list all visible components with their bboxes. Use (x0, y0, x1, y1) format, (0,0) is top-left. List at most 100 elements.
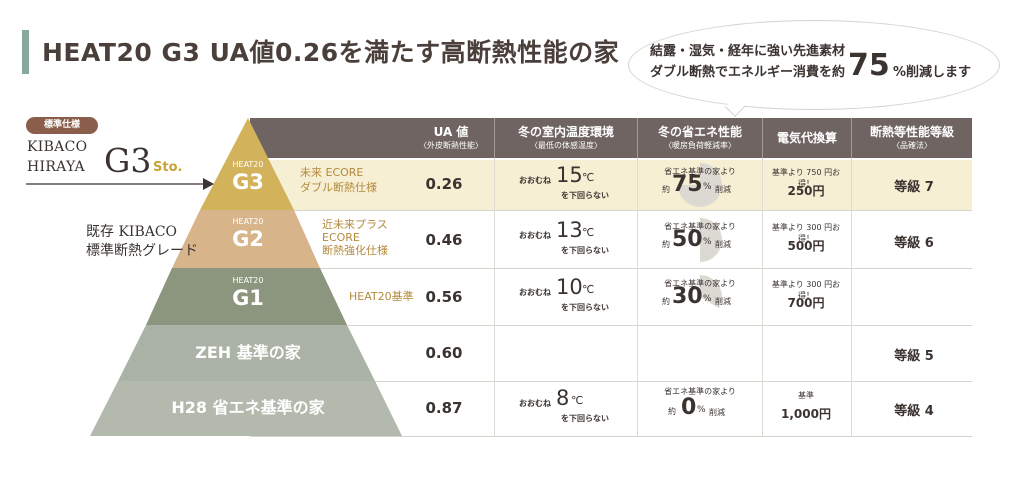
g3-product-line1: 未来 ECORE (300, 166, 364, 179)
header-ua-sub: 〈外皮断熱性能〉 (419, 141, 483, 150)
temp-prefix-g1: おおむね (519, 288, 551, 297)
header-temp-sub: 〈最低の体感温度〉 (530, 141, 602, 150)
grade-g3: 等級 7 (894, 180, 934, 195)
saving-pct-g3: % (703, 182, 712, 192)
header-temp-title: 冬の室内温度環境 (517, 125, 614, 139)
tier-zeh-grade: ZEH 基準の家 (195, 343, 301, 362)
saving-caption-g3: 省エネ基準の家より (664, 167, 736, 176)
temp-unit-g2: ℃ (582, 226, 595, 239)
existing-kibaco-line2: 標準断熱グレード (86, 243, 198, 259)
page-title: HEAT20 G3 UA値0.26を満たす高断熱性能の家 (42, 38, 620, 67)
temp-prefix-g3: おおむね (519, 176, 551, 185)
tier-g3-label: HEAT20 G3 (221, 160, 275, 194)
electric-value-g1: 700円 (787, 296, 825, 310)
pyramid-tier-h28 (90, 381, 402, 436)
saving-value-g1: 30 (672, 284, 703, 309)
tier-g3-grade: G3 (232, 170, 264, 194)
g2-product-line3: 断熱強化仕様 (322, 244, 388, 257)
saving-cut-h28: 削減 (709, 408, 725, 417)
saving-value-g3: 75 (672, 172, 703, 197)
title-accent-bar (22, 30, 29, 74)
temp-prefix-g2: おおむね (519, 231, 551, 240)
row-separator (250, 268, 972, 269)
saving-pie-g2 (700, 218, 722, 262)
saving-pct-g2: % (703, 237, 712, 247)
saving-approx-g2: 約 (662, 240, 670, 249)
kibaco-g3-mark: G3 (104, 141, 152, 180)
saving-approx-h28: 約 (668, 407, 676, 416)
ua-value-h28: 0.87 (425, 399, 463, 417)
saving-caption-h28: 省エネ基準の家より (664, 387, 736, 396)
saving-pie-g3 (678, 163, 722, 207)
electric-value-h28: 1,000円 (781, 407, 831, 421)
tier-g1-heat: HEAT20 (232, 276, 264, 285)
temp-unit-g3: ℃ (582, 171, 595, 184)
header-temp: 冬の室内温度環境 〈最低の体感温度〉 (495, 118, 637, 158)
tier-g2-heat: HEAT20 (232, 217, 264, 226)
temp-suffix-h28: を下回らない (561, 414, 609, 423)
temp-unit-g1: ℃ (582, 283, 595, 296)
kibaco-sto-mark: Sto. (153, 160, 183, 175)
header-ua: UA 値 〈外皮断熱性能〉 (408, 118, 494, 158)
temp-value-g2: 13 (556, 218, 583, 242)
table-header-row: UA 値 〈外皮断熱性能〉 冬の室内温度環境 〈最低の体感温度〉 冬の省エネ性能… (250, 118, 972, 158)
saving-approx-g3: 約 (662, 185, 670, 194)
temp-value-h28: 8 (556, 386, 570, 410)
g3-product-line2: ダブル断熱仕様 (300, 181, 377, 194)
temp-value-g1: 10 (556, 275, 583, 299)
g1-product-line1: HEAT20基準 (349, 290, 414, 303)
callout-line-1: 結露・湿気・経年に強い先進素材 (650, 44, 846, 59)
tier-zeh-label: ZEH 基準の家 (150, 343, 346, 363)
tier-g2-label: HEAT20 G2 (220, 217, 276, 251)
pointer-arrow-head (203, 178, 214, 190)
row-separator (250, 325, 972, 326)
header-divider (851, 118, 852, 158)
row-separator (250, 436, 972, 437)
saving-approx-g1: 約 (662, 297, 670, 306)
pyramid-tier-g2 (172, 210, 320, 268)
header-grade-title: 断熱等性能等級 (869, 125, 954, 139)
header-ua-title: UA 値 (433, 125, 469, 139)
grade-g2: 等級 6 (894, 236, 934, 251)
header-saving-title: 冬の省エネ性能 (657, 125, 742, 139)
callout-percent: 75 (848, 48, 890, 83)
column-divider (494, 158, 495, 436)
row-separator (250, 381, 972, 382)
kibaco-brand-line1: KIBACO (27, 139, 88, 155)
grade-zeh: 等級 5 (894, 349, 934, 364)
saving-cut-g2: 削減 (715, 240, 731, 249)
pyramid-tier-g3 (200, 118, 294, 210)
temp-suffix-g2: を下回らない (561, 246, 609, 255)
kibaco-brand-line2: HIRAYA (27, 159, 85, 175)
header-saving-sub: 〈暖房負荷軽減率〉 (664, 141, 736, 150)
header-electric: 電気代換算 (763, 118, 851, 158)
header-grade: 断熱等性能等級 〈品確法〉 (852, 118, 972, 158)
tier-g1-label: HEAT20 G1 (220, 276, 276, 310)
tier-g3-heat: HEAT20 (232, 160, 264, 169)
saving-pie-g1 (700, 275, 722, 308)
saving-value-h28: 0 (681, 395, 697, 420)
saving-caption-g1: 省エネ基準の家より (664, 279, 736, 288)
pyramid-tier-g1 (146, 268, 347, 325)
electric-value-g3: 250円 (787, 184, 825, 198)
standard-spec-badge: 標準仕様 (26, 117, 98, 134)
header-grade-sub: 〈品確法〉 (892, 141, 932, 150)
grade-h28: 等級 4 (894, 404, 934, 419)
temp-suffix-g1: を下回らない (561, 303, 609, 312)
electric-value-g2: 500円 (787, 239, 825, 253)
ua-value-g3: 0.26 (425, 175, 463, 193)
electric-caption-h28: 基準 (798, 391, 814, 400)
pyramid-tier-zeh (118, 325, 375, 381)
electric-caption-g1: 基準より 300 円お得！ (771, 280, 841, 300)
saving-caption-g2: 省エネ基準の家より (664, 222, 736, 231)
tier-g2-grade: G2 (232, 227, 264, 251)
temp-prefix-h28: おおむね (519, 399, 551, 408)
header-electric-title: 電気代換算 (776, 130, 837, 145)
saving-cut-g3: 削減 (715, 185, 731, 194)
tier-g1-grade: G1 (232, 286, 264, 310)
ua-value-g2: 0.46 (425, 231, 463, 249)
saving-value-g2: 50 (672, 227, 703, 252)
header-divider (637, 118, 638, 158)
